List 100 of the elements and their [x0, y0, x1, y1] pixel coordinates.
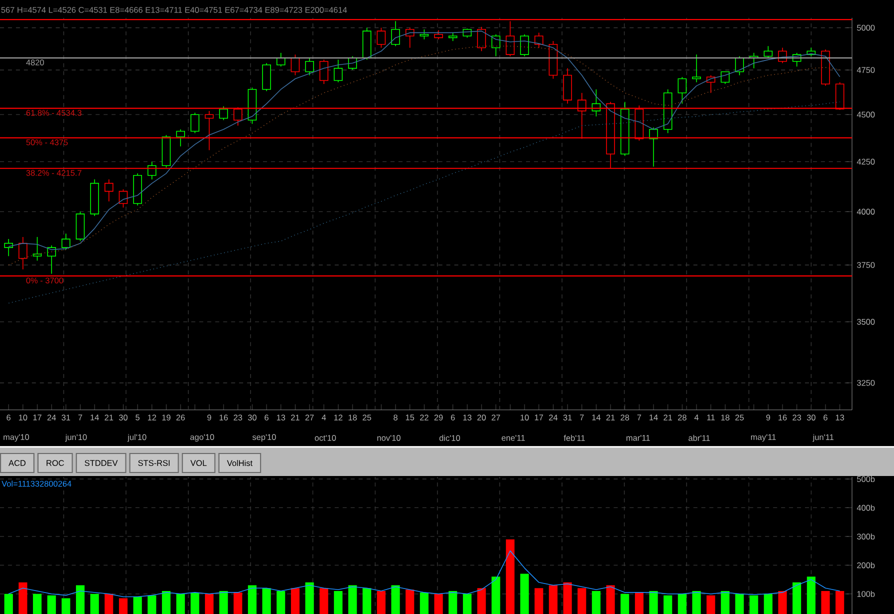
- text: may'11: [751, 434, 776, 442]
- x-tick-label: 26: [176, 414, 185, 420]
- x-tick-label: 4: [694, 414, 699, 420]
- x-tick-label: 31: [563, 414, 572, 420]
- text: VolHist: [226, 460, 253, 466]
- x-tick-label: 13: [836, 414, 844, 420]
- x-tick-label: 21: [104, 414, 114, 420]
- candlestick: [219, 106, 228, 121]
- text: STDDEV: [84, 460, 118, 466]
- text: feb'11: [564, 434, 585, 441]
- x-tick-label: 11: [707, 414, 715, 420]
- x-tick-label: 9: [766, 414, 770, 420]
- chart-title: 567 H=4574 L=4526 C=4531 E8=4666 E13=4711 E40=4751 E67=4734 E89=4723 E200=4614: [1, 6, 347, 13]
- candlestick: [118, 188, 128, 208]
- text: nov'10: [377, 434, 400, 441]
- candlestick: [18, 236, 28, 270]
- candlestick: [405, 27, 414, 48]
- x-tick-label: 25: [362, 414, 372, 420]
- x-tick-label: 14: [592, 414, 601, 420]
- ref-line-label: 4820: [26, 60, 44, 66]
- candlestick: [376, 27, 386, 48]
- x-tick-label: 16: [778, 414, 787, 420]
- candlestick: [334, 59, 343, 83]
- candlestick: [491, 34, 500, 57]
- x-tick-label: 6: [451, 414, 455, 420]
- x-tick-label: 10: [18, 414, 28, 420]
- x-tick-label: 17: [534, 414, 544, 420]
- text: abr'11: [688, 434, 710, 441]
- candlestick: [534, 32, 544, 48]
- x-tick-label: 15: [406, 414, 414, 420]
- x-tick-label: 30: [248, 414, 256, 420]
- candlestick: [434, 30, 443, 40]
- x-tick-label: 7: [580, 414, 584, 420]
- candlestick: [62, 233, 70, 250]
- x-tick-label: 31: [62, 414, 70, 420]
- x-tick-label: 30: [806, 414, 816, 420]
- x-tick-label: 27: [305, 414, 314, 420]
- x-tick-label: 23: [792, 414, 802, 420]
- candlestick: [692, 54, 701, 83]
- annotation: Vol=111332800264: [2, 480, 72, 487]
- y-tick-label: 3500: [857, 318, 875, 325]
- x-tick-label: 13: [463, 414, 472, 420]
- x-tick-label: 6: [824, 414, 828, 420]
- candlestick: [420, 28, 429, 40]
- text: STS-RSI: [138, 460, 170, 466]
- annotation: 0% - 3700: [26, 278, 64, 284]
- x-tick-label: 23: [234, 414, 242, 420]
- x-tick-label: 6: [6, 414, 11, 420]
- x-tick-label: 22: [420, 414, 428, 420]
- y-tick-label: 3250: [857, 380, 875, 386]
- x-tick-label: 12: [148, 414, 156, 420]
- x-tick-label: 30: [118, 414, 128, 420]
- text: mar'11: [626, 435, 650, 441]
- x-tick-label: 12: [334, 414, 342, 420]
- y-tick-label: 100b: [857, 590, 875, 597]
- x-tick-label: 13: [276, 414, 286, 420]
- text: ROC: [46, 460, 64, 466]
- text: ene'11: [502, 435, 525, 441]
- candlestick: [319, 59, 328, 84]
- x-tick-label: 27: [492, 414, 500, 420]
- y-tick-label: 400b: [856, 504, 875, 511]
- y-tick-label: 3750: [857, 262, 875, 268]
- y-tick-label: 4250: [856, 158, 875, 165]
- x-tick-label: 6: [264, 414, 268, 420]
- candlestick: [764, 46, 773, 58]
- x-tick-label: 18: [721, 414, 730, 420]
- text: may'10: [4, 434, 30, 442]
- y-tick-label: 4500: [856, 112, 875, 118]
- x-tick-label: 24: [47, 414, 56, 420]
- candlestick: [305, 58, 314, 76]
- y-tick-label: 4750: [856, 67, 875, 73]
- text: jun'11: [812, 434, 834, 442]
- x-tick-label: 10: [520, 414, 529, 420]
- text: jul'10: [127, 434, 146, 442]
- annotation: 61.8% - 4534.3: [26, 110, 82, 116]
- y-tick-label: 300b: [857, 533, 875, 540]
- candlestick: [477, 26, 486, 52]
- candlestick: [391, 20, 400, 46]
- x-tick-label: 14: [90, 414, 99, 420]
- x-tick-label: 28: [678, 414, 686, 420]
- x-tick-label: 9: [207, 414, 212, 420]
- x-tick-label: 18: [348, 414, 357, 420]
- x-tick-label: 5: [136, 414, 140, 420]
- candlestick: [148, 161, 156, 180]
- text: oct'10: [314, 434, 336, 441]
- annotation: 50% - 4375: [26, 139, 68, 146]
- candlestick: [47, 245, 56, 274]
- text: sep'10: [252, 434, 276, 442]
- x-tick-label: 16: [220, 414, 228, 420]
- candlestick: [678, 76, 687, 104]
- x-tick-label: 25: [735, 414, 744, 420]
- candlestick: [649, 127, 658, 167]
- y-tick-label: 5000: [857, 24, 875, 31]
- y-tick-label: 4000: [856, 208, 875, 215]
- y-tick-label: 500b: [857, 476, 875, 482]
- x-tick-label: 17: [33, 414, 42, 420]
- text: dic'10: [439, 434, 460, 441]
- x-tick-label: 8: [394, 414, 398, 420]
- x-tick-label: 29: [434, 414, 443, 420]
- x-tick-label: 20: [477, 414, 486, 420]
